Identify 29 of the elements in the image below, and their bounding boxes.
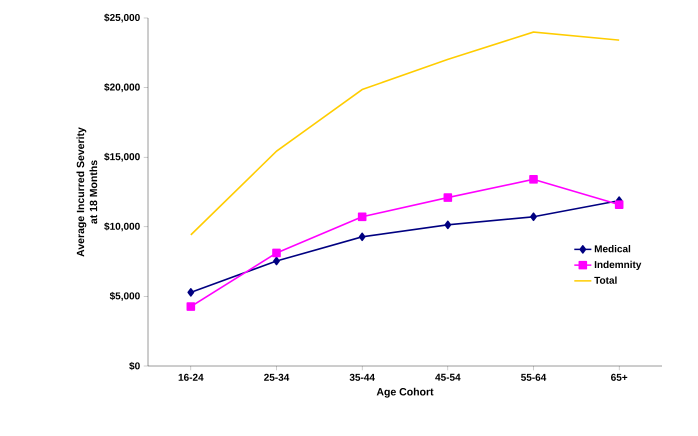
x-tick-label: 25-34 (264, 374, 290, 381)
y-tick-label: $20,000 (104, 83, 140, 92)
y-tick-label: $5,000 (110, 292, 140, 301)
x-axis-title: Age Cohort (376, 388, 434, 398)
x-tick-label: 16-24 (178, 374, 204, 381)
point (272, 248, 281, 258)
point (444, 220, 452, 230)
point (529, 175, 538, 184)
legend-label: Indemnity (594, 260, 642, 270)
y-tick-label: $25,000 (104, 13, 140, 22)
point (187, 288, 194, 297)
y-tick-label: $15,000 (104, 152, 140, 162)
line-series (190, 31, 620, 236)
y-tick-label: $0 (129, 362, 140, 370)
y-axis-title: Average Incurred Severity at 18 Months (76, 127, 98, 257)
point (273, 256, 280, 266)
legend-label: Medical (594, 245, 630, 252)
point (186, 302, 196, 311)
y-tick-label: $10,000 (104, 222, 140, 232)
x-tick-label: 45-54 (435, 374, 461, 381)
point (358, 212, 366, 222)
point (614, 200, 624, 209)
point (358, 232, 366, 242)
x-tick-label: 35-44 (350, 374, 375, 381)
x-tick-label: 55-64 (521, 374, 546, 381)
point (444, 193, 452, 202)
legend-label: Total (594, 276, 617, 284)
x-tick-label: 65+ (611, 374, 628, 381)
point (530, 212, 537, 222)
